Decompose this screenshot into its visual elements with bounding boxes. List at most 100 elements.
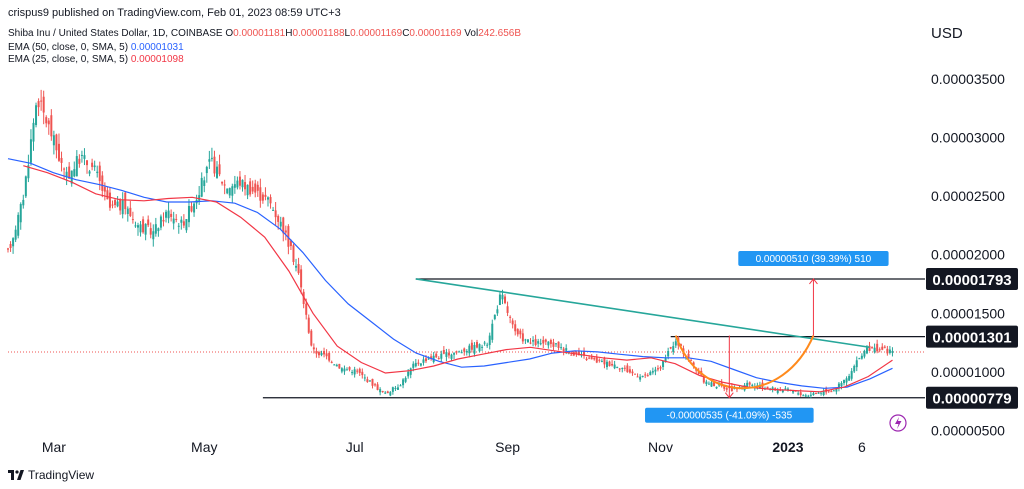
candle-body bbox=[853, 365, 856, 372]
candle-body bbox=[516, 329, 519, 335]
candle-body bbox=[261, 194, 264, 201]
candle-body bbox=[310, 330, 313, 346]
candle-body bbox=[269, 197, 272, 204]
candle-body bbox=[618, 368, 621, 370]
candle-body bbox=[246, 184, 249, 196]
candle-body bbox=[493, 314, 496, 320]
candle-body bbox=[116, 201, 119, 207]
candle-body bbox=[254, 183, 257, 193]
candle-body bbox=[427, 358, 430, 360]
candle-body bbox=[70, 170, 73, 184]
candle-body bbox=[351, 372, 354, 374]
candle-body bbox=[491, 323, 494, 340]
candle-body bbox=[672, 346, 675, 352]
candle-body bbox=[746, 382, 749, 387]
candle-body bbox=[363, 377, 366, 379]
candle-body bbox=[228, 188, 231, 196]
x-tick-label: May bbox=[191, 439, 217, 455]
candle-body bbox=[840, 382, 843, 387]
ohlc-key: H bbox=[285, 28, 293, 39]
candle-body bbox=[511, 320, 514, 325]
candle-body bbox=[583, 351, 586, 356]
candle-body bbox=[483, 342, 486, 344]
candle-body bbox=[812, 393, 815, 396]
candle-body bbox=[221, 181, 224, 184]
ema50-legend[interactable]: EMA (50, close, 0, SMA, 5) 0.00001031 bbox=[8, 41, 184, 54]
candle-body bbox=[295, 265, 298, 268]
candle-body bbox=[60, 157, 63, 163]
candle-body bbox=[266, 197, 269, 200]
candle-body bbox=[616, 366, 619, 368]
tradingview-footer[interactable]: TradingView bbox=[8, 468, 94, 482]
candle-body bbox=[238, 176, 241, 186]
price-level-tag bbox=[926, 386, 1018, 409]
candle-body bbox=[19, 204, 22, 223]
candle-body bbox=[473, 344, 476, 354]
candle-body bbox=[106, 190, 109, 200]
lightning-bolt-icon bbox=[895, 417, 902, 429]
candle-body bbox=[233, 184, 236, 188]
candle-body bbox=[328, 353, 331, 361]
ema25-legend[interactable]: EMA (25, close, 0, SMA, 5) 0.00001098 bbox=[8, 53, 184, 66]
measure-label-bg bbox=[738, 250, 889, 266]
price-level-tag bbox=[926, 325, 1018, 348]
candle-body bbox=[679, 344, 682, 347]
candle-body bbox=[73, 169, 76, 177]
candle-body bbox=[850, 371, 853, 379]
candle-body bbox=[702, 376, 705, 383]
candle-body bbox=[886, 348, 889, 354]
candle-body bbox=[845, 378, 848, 383]
candle-body bbox=[394, 387, 397, 389]
candle-body bbox=[175, 218, 178, 220]
candle-body bbox=[358, 368, 361, 373]
candle-body bbox=[307, 317, 310, 333]
candle-body bbox=[470, 342, 473, 350]
candle-body bbox=[103, 186, 106, 192]
candle-body bbox=[381, 391, 384, 393]
candle-body bbox=[292, 245, 295, 262]
candle-body bbox=[27, 165, 30, 179]
candle-body bbox=[644, 374, 647, 376]
candle-body bbox=[674, 341, 677, 346]
candle-body bbox=[244, 182, 247, 190]
y-tick-label: 0.00002500 bbox=[931, 188, 1005, 204]
candle-body bbox=[147, 219, 150, 226]
candle-body bbox=[631, 371, 634, 374]
candle-body bbox=[529, 342, 532, 344]
candle-body bbox=[557, 341, 560, 348]
candle-body bbox=[437, 358, 440, 360]
candle-body bbox=[868, 345, 871, 351]
candle-body bbox=[687, 353, 690, 359]
candle-body bbox=[345, 369, 348, 371]
price-level-label: 0.00001793 bbox=[932, 272, 1011, 289]
x-tick-label: 2023 bbox=[772, 439, 803, 455]
candle-body bbox=[399, 385, 402, 387]
candle-body bbox=[47, 120, 50, 125]
publisher-line: crispus9 published on TradingView.com, F… bbox=[8, 7, 341, 20]
candle-body bbox=[669, 347, 672, 349]
candle-body bbox=[860, 355, 863, 359]
candle-body bbox=[320, 352, 323, 356]
candle-body bbox=[519, 330, 522, 335]
measure-label: 0.00000510 (39.39%) 510 bbox=[756, 254, 872, 265]
candle-body bbox=[832, 390, 835, 392]
candle-body bbox=[126, 208, 129, 214]
candle-body bbox=[333, 364, 336, 366]
candle-body bbox=[402, 379, 405, 386]
candle-body bbox=[634, 373, 637, 375]
candle-body bbox=[465, 351, 468, 353]
candle-body bbox=[794, 390, 797, 392]
volume-value: 242.656B bbox=[478, 28, 522, 39]
x-tick-label: Sep bbox=[495, 439, 520, 455]
candle-body bbox=[45, 117, 48, 124]
candle-body bbox=[193, 203, 196, 213]
candle-body bbox=[167, 210, 170, 219]
y-tick-label: 0.00000500 bbox=[931, 422, 1005, 438]
candle-body bbox=[804, 395, 807, 397]
candle-body bbox=[585, 358, 588, 361]
candle-body bbox=[338, 363, 341, 369]
candle-body bbox=[213, 156, 216, 174]
candle-body bbox=[496, 309, 499, 314]
candle-body bbox=[628, 369, 631, 373]
